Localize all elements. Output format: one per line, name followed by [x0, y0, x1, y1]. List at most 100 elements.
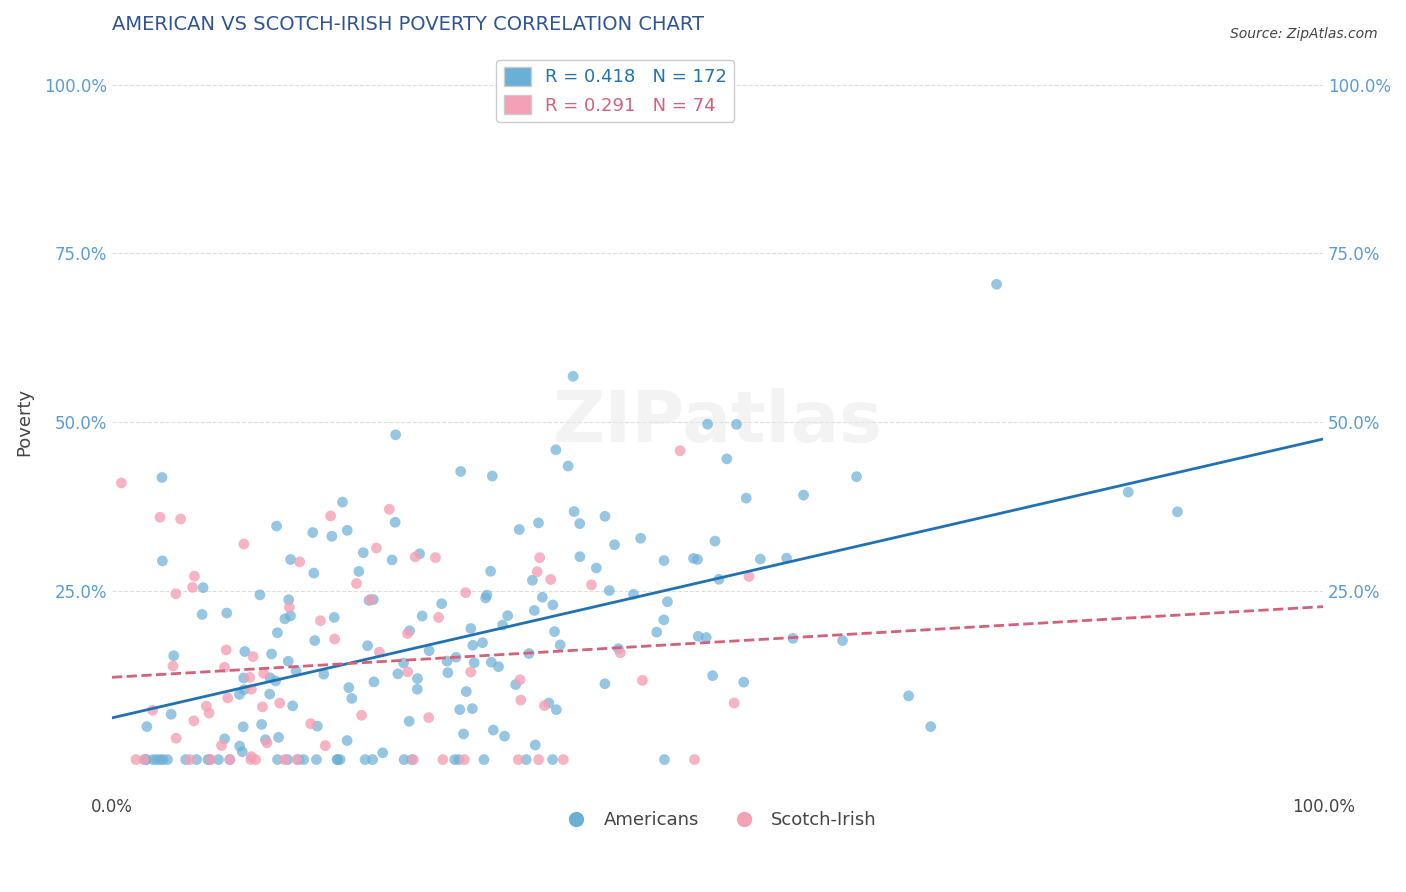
Point	[527, 753, 550, 767]
Point	[266, 625, 288, 640]
Point	[211, 739, 233, 753]
Point	[132, 753, 155, 767]
Point	[479, 655, 502, 669]
Point	[142, 753, 165, 767]
Point	[145, 753, 167, 767]
Text: Source: ZipAtlas.com: Source: ZipAtlas.com	[1230, 27, 1378, 41]
Point	[408, 547, 430, 561]
Text: ZIPatlas: ZIPatlas	[553, 388, 883, 457]
Point	[219, 753, 242, 767]
Point	[793, 488, 815, 502]
Point	[259, 687, 281, 701]
Point	[278, 600, 301, 615]
Point	[134, 753, 156, 767]
Point	[142, 703, 165, 717]
Point	[716, 451, 738, 466]
Point	[198, 706, 221, 720]
Point	[593, 677, 616, 691]
Point	[453, 727, 475, 741]
Point	[509, 693, 531, 707]
Point	[645, 625, 668, 640]
Point	[696, 417, 718, 432]
Point	[371, 746, 394, 760]
Point	[450, 465, 472, 479]
Point	[336, 524, 359, 538]
Point	[443, 753, 465, 767]
Point	[437, 665, 460, 680]
Point	[228, 739, 250, 753]
Point	[384, 427, 406, 442]
Point	[494, 729, 516, 743]
Point	[430, 597, 453, 611]
Point	[245, 753, 267, 767]
Point	[125, 753, 148, 767]
Point	[368, 645, 391, 659]
Point	[568, 516, 591, 531]
Point	[314, 739, 336, 753]
Point	[281, 698, 304, 713]
Point	[529, 550, 551, 565]
Point	[256, 736, 278, 750]
Point	[392, 753, 415, 767]
Point	[406, 682, 429, 697]
Point	[260, 647, 283, 661]
Point	[152, 554, 174, 568]
Point	[292, 753, 315, 767]
Point	[160, 707, 183, 722]
Point	[287, 753, 309, 767]
Point	[702, 668, 724, 682]
Point	[239, 752, 262, 766]
Point	[392, 656, 415, 670]
Point	[250, 717, 273, 731]
Point	[669, 443, 692, 458]
Point	[156, 753, 179, 767]
Point	[259, 671, 281, 685]
Text: AMERICAN VS SCOTCH-IRISH POVERTY CORRELATION CHART: AMERICAN VS SCOTCH-IRISH POVERTY CORRELA…	[112, 15, 704, 34]
Point	[183, 714, 205, 728]
Point	[425, 550, 447, 565]
Point	[264, 673, 287, 688]
Point	[456, 684, 478, 698]
Point	[329, 753, 352, 767]
Point	[232, 671, 254, 685]
Point	[215, 606, 238, 620]
Point	[253, 666, 276, 681]
Point	[135, 720, 157, 734]
Point	[598, 583, 620, 598]
Point	[738, 569, 761, 583]
Point	[505, 677, 527, 691]
Point	[233, 682, 256, 697]
Point	[186, 753, 208, 767]
Point	[323, 610, 346, 624]
Point	[453, 753, 475, 767]
Point	[135, 753, 157, 767]
Point	[381, 553, 404, 567]
Point	[240, 749, 263, 764]
Point	[277, 592, 299, 607]
Point	[496, 608, 519, 623]
Point	[398, 624, 420, 638]
Point	[307, 719, 329, 733]
Point	[733, 675, 755, 690]
Point	[831, 633, 853, 648]
Point	[623, 587, 645, 601]
Point	[488, 659, 510, 673]
Point	[1166, 505, 1188, 519]
Point	[150, 470, 173, 484]
Point	[723, 696, 745, 710]
Point	[231, 745, 253, 759]
Point	[524, 738, 547, 752]
Point	[110, 475, 132, 490]
Point	[540, 573, 562, 587]
Point	[631, 673, 654, 688]
Point	[207, 753, 229, 767]
Point	[191, 581, 214, 595]
Point	[475, 588, 498, 602]
Point	[460, 665, 482, 679]
Point	[652, 553, 675, 567]
Point	[782, 632, 804, 646]
Point	[432, 753, 454, 767]
Point	[309, 614, 332, 628]
Point	[406, 672, 429, 686]
Legend: Americans, Scotch-Irish: Americans, Scotch-Irish	[551, 804, 884, 837]
